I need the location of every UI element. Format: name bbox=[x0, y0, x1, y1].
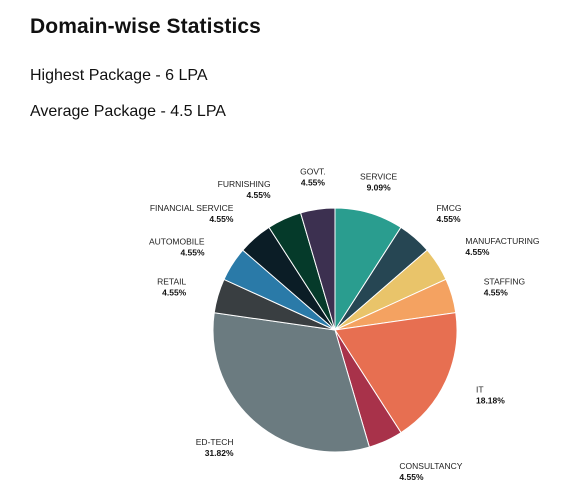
slice-percent-govt: 4.55% bbox=[301, 178, 326, 188]
slice-percent-retail: 4.55% bbox=[162, 287, 187, 297]
slice-percent-consultancy: 4.55% bbox=[399, 472, 424, 482]
average-package-text: Average Package - 4.5 LPA bbox=[30, 103, 226, 120]
slice-label-automobile: AUTOMOBILE bbox=[149, 236, 205, 246]
slice-percent-service: 9.09% bbox=[367, 182, 392, 192]
pie-labels: SERVICE9.09%FMCG4.55%MANUFACTURING4.55%S… bbox=[149, 167, 540, 482]
slice-label-service: SERVICE bbox=[360, 171, 397, 181]
slice-label-financial-service: FINANCIAL SERVICE bbox=[150, 203, 234, 213]
slice-percent-automobile: 4.55% bbox=[180, 247, 205, 257]
slice-percent-fmcg: 4.55% bbox=[436, 214, 461, 224]
slice-percent-it: 18.18% bbox=[476, 395, 505, 405]
slice-label-govt: GOVT. bbox=[300, 167, 326, 177]
slice-label-retail: RETAIL bbox=[157, 276, 186, 286]
slice-percent-manufacturing: 4.55% bbox=[465, 247, 490, 257]
slice-label-manufacturing: MANUFACTURING bbox=[465, 236, 539, 246]
pie-slice-ed-tech bbox=[212, 312, 371, 453]
page-title: Domain-wise Statistics bbox=[30, 15, 261, 38]
slice-label-consultancy: CONSULTANCY bbox=[399, 461, 462, 471]
slice-percent-financial-service: 4.55% bbox=[209, 214, 234, 224]
slice-percent-staffing: 4.55% bbox=[484, 287, 509, 297]
slice-label-staffing: STAFFING bbox=[484, 276, 525, 286]
slice-percent-furnishing: 4.55% bbox=[246, 190, 271, 200]
pie-slices bbox=[212, 207, 458, 453]
slice-label-furnishing: FURNISHING bbox=[218, 179, 271, 189]
highest-package-text: Highest Package - 6 LPA bbox=[30, 67, 208, 84]
slice-percent-ed-tech: 31.82% bbox=[205, 448, 234, 458]
slice-label-it: IT bbox=[476, 384, 484, 394]
slice-label-fmcg: FMCG bbox=[436, 203, 461, 213]
pie-slice-it bbox=[334, 312, 458, 434]
slice-label-ed-tech: ED-TECH bbox=[196, 437, 234, 447]
pie-slice-govt bbox=[299, 207, 336, 331]
